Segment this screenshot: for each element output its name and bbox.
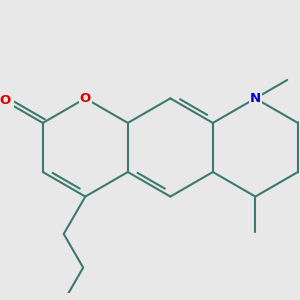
Text: N: N: [250, 92, 261, 105]
Text: O: O: [80, 92, 91, 105]
Text: O: O: [0, 94, 10, 107]
